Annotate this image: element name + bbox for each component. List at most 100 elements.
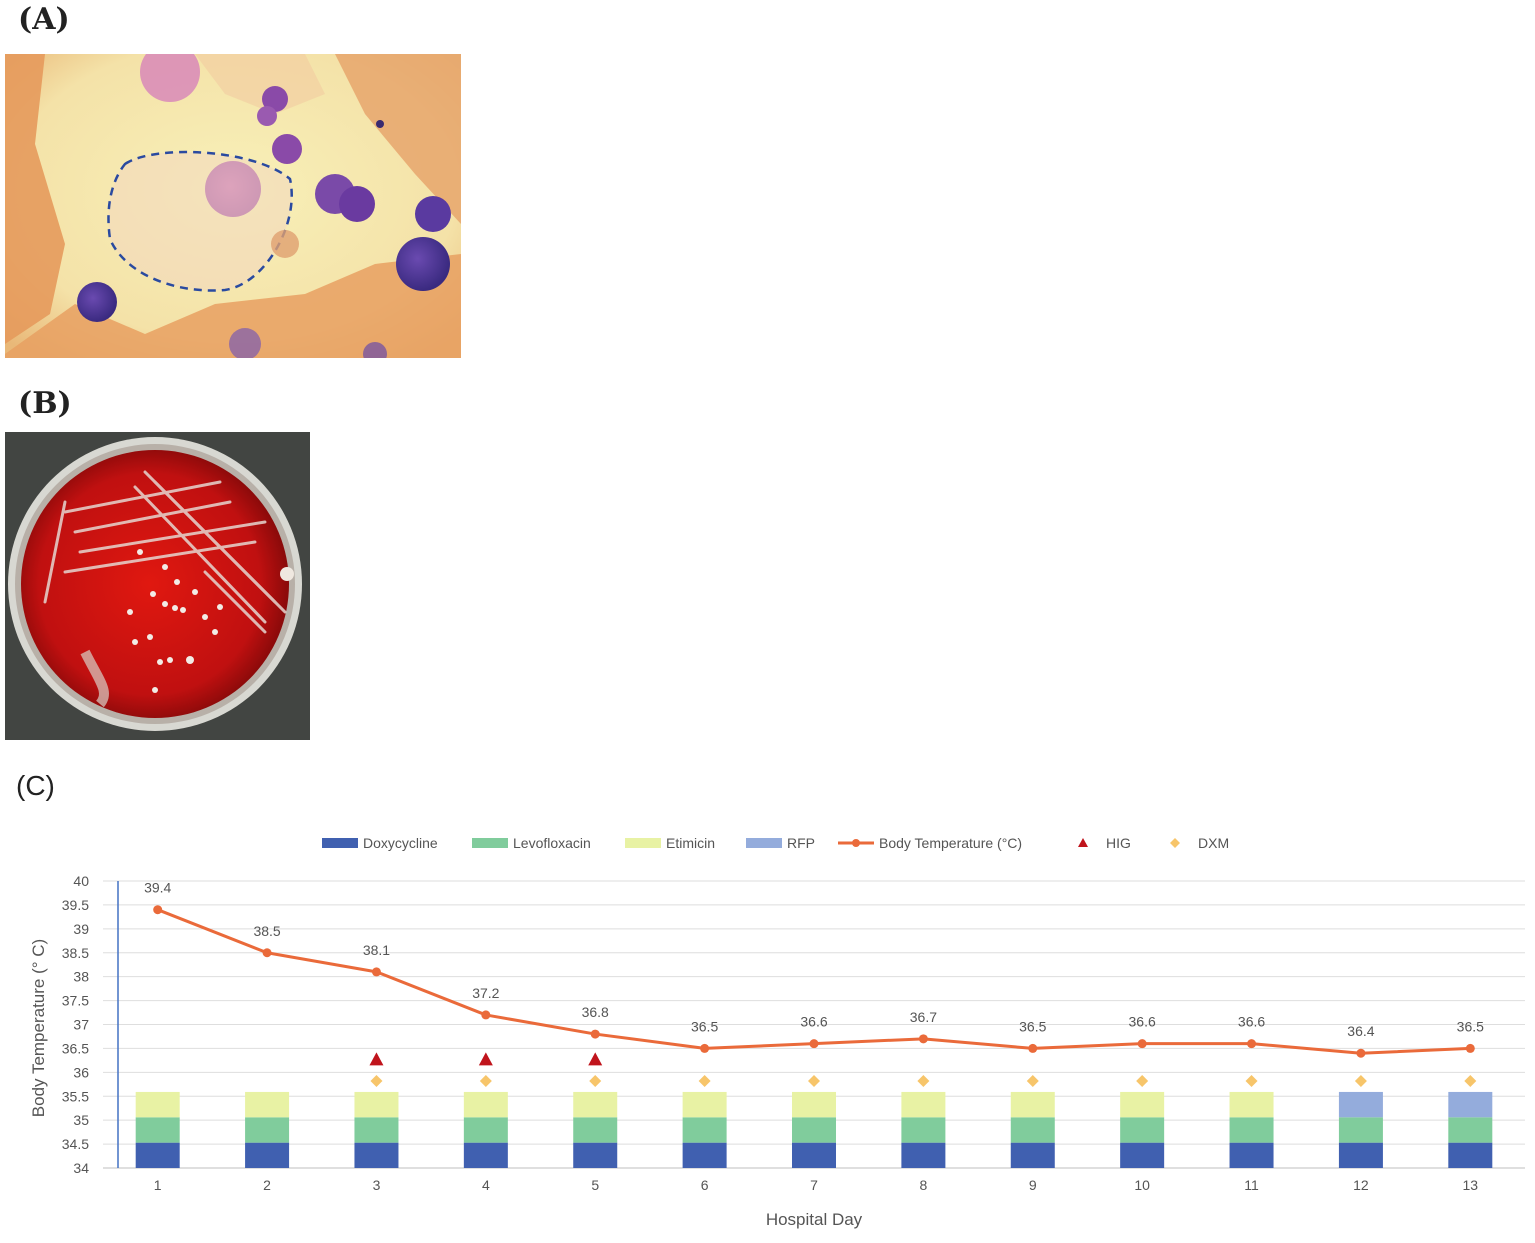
hig-marker <box>478 1052 493 1066</box>
y-tick-label: 39.5 <box>62 897 89 913</box>
y-tick-label: 37 <box>73 1017 89 1033</box>
temperature-data-label: 36.6 <box>800 1014 827 1030</box>
y-tick-label: 37.5 <box>62 993 89 1009</box>
temperature-point <box>371 967 381 977</box>
bar-doxycycline <box>135 1142 180 1168</box>
x-tick-label: 4 <box>482 1177 490 1193</box>
temperature-point <box>1028 1043 1038 1053</box>
y-tick-label: 38 <box>73 969 89 985</box>
bar-etimicin <box>1120 1091 1165 1118</box>
bar-doxycycline <box>1448 1142 1493 1168</box>
bar-levofloxacin <box>901 1117 946 1143</box>
legend-swatch <box>1170 838 1180 848</box>
temperature-data-label: 36.5 <box>691 1018 718 1034</box>
bar-doxycycline <box>573 1142 618 1168</box>
dxm-marker <box>1464 1074 1477 1087</box>
bar-levofloxacin <box>573 1117 618 1143</box>
hig-marker <box>369 1052 384 1066</box>
dxm-marker <box>1026 1074 1039 1087</box>
temperature-data-label: 39.4 <box>144 880 171 896</box>
x-tick-label: 3 <box>373 1177 381 1193</box>
bar-doxycycline <box>463 1142 508 1168</box>
panel-a-label: (A) <box>18 2 70 37</box>
legend-swatch-point <box>852 839 860 847</box>
dxm-marker <box>370 1074 383 1087</box>
dxm-marker <box>589 1074 602 1087</box>
legend-label: RFP <box>787 835 815 851</box>
bar-etimicin <box>354 1091 399 1118</box>
temperature-data-label: 38.1 <box>363 942 390 958</box>
bar-doxycycline <box>682 1142 727 1168</box>
dxm-marker <box>808 1074 820 1087</box>
dxm-marker <box>1245 1074 1258 1087</box>
x-tick-label: 9 <box>1029 1177 1037 1193</box>
bar-doxycycline <box>901 1142 946 1168</box>
dxm-marker <box>479 1074 492 1087</box>
bar-levofloxacin <box>682 1117 727 1143</box>
legend-label: Body Temperature (°C) <box>879 835 1022 851</box>
x-axis-label: Hospital Day <box>766 1210 863 1229</box>
temperature-point <box>809 1039 819 1049</box>
bar-etimicin <box>573 1091 618 1118</box>
temperature-point <box>590 1029 600 1039</box>
temperature-data-label: 36.6 <box>1238 1014 1265 1030</box>
panel-c-label: (C) <box>16 770 55 801</box>
temperature-point <box>153 905 163 915</box>
panel-b-label: (B) <box>18 386 72 421</box>
bar-levofloxacin <box>245 1117 290 1143</box>
chart-markers <box>369 1052 1477 1087</box>
temperature-data-label: 36.6 <box>1129 1014 1156 1030</box>
chart-gridlines <box>103 880 1525 1169</box>
y-tick-label: 36.5 <box>62 1040 89 1056</box>
bar-levofloxacin <box>792 1117 836 1143</box>
chart-temperature-line: 39.4 38.5 38.1 37.2 36.8 36.5 36.6 36.7 36.5 36.6… <box>144 880 1484 1058</box>
temperature-data-label: 36.5 <box>1019 1018 1046 1034</box>
legend-swatch <box>746 838 782 848</box>
bar-doxycycline <box>1010 1142 1055 1168</box>
bar-rfp <box>1448 1091 1493 1118</box>
y-tick-label: 35.5 <box>62 1088 89 1104</box>
bar-etimicin <box>1229 1091 1274 1118</box>
x-tick-label: 7 <box>810 1177 818 1193</box>
bar-doxycycline <box>792 1142 836 1168</box>
temperature-data-label: 38.5 <box>253 923 280 939</box>
bar-etimicin <box>135 1091 180 1118</box>
temperature-data-label: 36.8 <box>582 1004 609 1020</box>
dxm-marker <box>698 1074 711 1087</box>
bar-doxycycline <box>245 1142 290 1168</box>
temperature-point <box>1356 1048 1366 1058</box>
dxm-marker <box>917 1074 930 1087</box>
bar-etimicin <box>245 1091 290 1118</box>
temperature-point <box>1137 1039 1147 1049</box>
bar-levofloxacin <box>135 1117 180 1143</box>
y-axis-label: Body Temperature (° C) <box>29 939 48 1117</box>
y-tick-label: 38.5 <box>62 945 89 961</box>
y-tick-label: 34.5 <box>62 1136 89 1152</box>
x-tick-label: 13 <box>1463 1177 1479 1193</box>
legend-swatch <box>322 838 358 848</box>
y-tick-label: 36 <box>73 1064 89 1080</box>
y-tick-label: 35 <box>73 1112 89 1128</box>
x-tick-label: 2 <box>263 1177 271 1193</box>
bar-etimicin <box>1010 1091 1055 1118</box>
hig-marker <box>588 1052 603 1066</box>
bar-levofloxacin <box>1120 1117 1165 1143</box>
legend-swatch <box>1078 838 1088 847</box>
bar-etimicin <box>463 1091 508 1118</box>
y-tick-label: 39 <box>73 921 89 937</box>
x-tick-label: 1 <box>154 1177 162 1193</box>
temperature-data-label: 36.7 <box>910 1009 937 1025</box>
x-tick-label: 6 <box>701 1177 709 1193</box>
microscopy-image <box>5 54 461 358</box>
dxm-marker <box>1136 1074 1149 1087</box>
chart-bars <box>135 1091 1493 1168</box>
bar-etimicin <box>682 1091 727 1118</box>
x-tick-label: 5 <box>591 1177 599 1193</box>
legend-label: Levofloxacin <box>513 835 591 851</box>
bar-doxycycline <box>1229 1142 1274 1168</box>
bar-doxycycline <box>354 1142 399 1168</box>
dxm-marker <box>1354 1074 1367 1087</box>
legend-label: Doxycycline <box>363 835 438 851</box>
legend-label: HIG <box>1106 835 1131 851</box>
